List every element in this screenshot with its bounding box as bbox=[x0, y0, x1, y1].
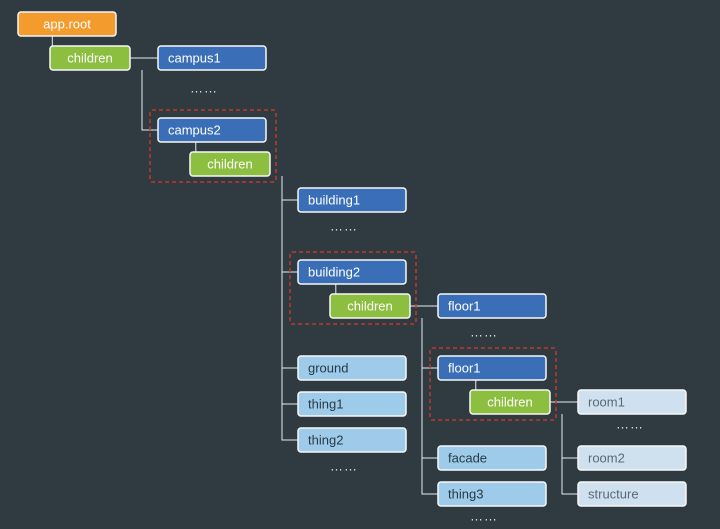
node-label: structure bbox=[588, 487, 639, 502]
connector bbox=[562, 414, 578, 458]
node-label: children bbox=[67, 51, 113, 66]
node-label: campus1 bbox=[168, 51, 221, 66]
node-label: thing1 bbox=[308, 397, 343, 412]
node-room2: room2 bbox=[578, 446, 686, 470]
node-thing3: thing3 bbox=[438, 482, 546, 506]
node-label: room2 bbox=[588, 451, 625, 466]
node-label: ground bbox=[308, 361, 348, 376]
node-ch0: children bbox=[50, 46, 130, 70]
node-label: children bbox=[487, 395, 533, 410]
node-label: facade bbox=[448, 451, 487, 466]
node-campus1: campus1 bbox=[158, 46, 266, 70]
node-label: thing3 bbox=[448, 487, 483, 502]
node-ground: ground bbox=[298, 356, 406, 380]
node-ch1: children bbox=[190, 152, 270, 176]
node-b2: building2 bbox=[298, 260, 406, 284]
node-b1: building1 bbox=[298, 188, 406, 212]
node-label: floor1 bbox=[448, 361, 481, 376]
ellipsis-marker: …… bbox=[470, 325, 498, 340]
node-floor1b: floor1 bbox=[438, 356, 546, 380]
node-campus2: campus2 bbox=[158, 118, 266, 142]
node-label: thing2 bbox=[308, 433, 343, 448]
node-label: building2 bbox=[308, 265, 360, 280]
node-label: room1 bbox=[588, 395, 625, 410]
ellipsis-marker: …… bbox=[330, 459, 358, 474]
connector bbox=[282, 176, 298, 200]
node-label: children bbox=[347, 299, 393, 314]
connector bbox=[282, 176, 298, 440]
node-ch3: children bbox=[470, 390, 550, 414]
node-label: building1 bbox=[308, 193, 360, 208]
node-facade: facade bbox=[438, 446, 546, 470]
node-structure: structure bbox=[578, 482, 686, 506]
node-room1: room1 bbox=[578, 390, 686, 414]
node-ch2: children bbox=[330, 294, 410, 318]
node-label: children bbox=[207, 157, 253, 172]
ellipsis-marker: …… bbox=[330, 219, 358, 234]
connector bbox=[422, 318, 438, 368]
ellipsis-marker: …… bbox=[470, 509, 498, 524]
ellipsis-group: …… …… …… …… …… …… bbox=[190, 81, 644, 524]
node-floor1a: floor1 bbox=[438, 294, 546, 318]
node-thing1: thing1 bbox=[298, 392, 406, 416]
ellipsis-marker: …… bbox=[616, 417, 644, 432]
connector bbox=[562, 414, 578, 494]
node-thing2: thing2 bbox=[298, 428, 406, 452]
node-root: app.root bbox=[18, 12, 116, 36]
node-label: floor1 bbox=[448, 299, 481, 314]
nodes: app.root children campus1 campus2 children bu… bbox=[18, 12, 686, 506]
hierarchy-diagram: app.root children campus1 campus2 children bu… bbox=[0, 0, 720, 529]
connector bbox=[282, 176, 298, 272]
node-label: app.root bbox=[43, 17, 91, 32]
ellipsis-marker: …… bbox=[190, 81, 218, 96]
node-label: campus2 bbox=[168, 123, 221, 138]
